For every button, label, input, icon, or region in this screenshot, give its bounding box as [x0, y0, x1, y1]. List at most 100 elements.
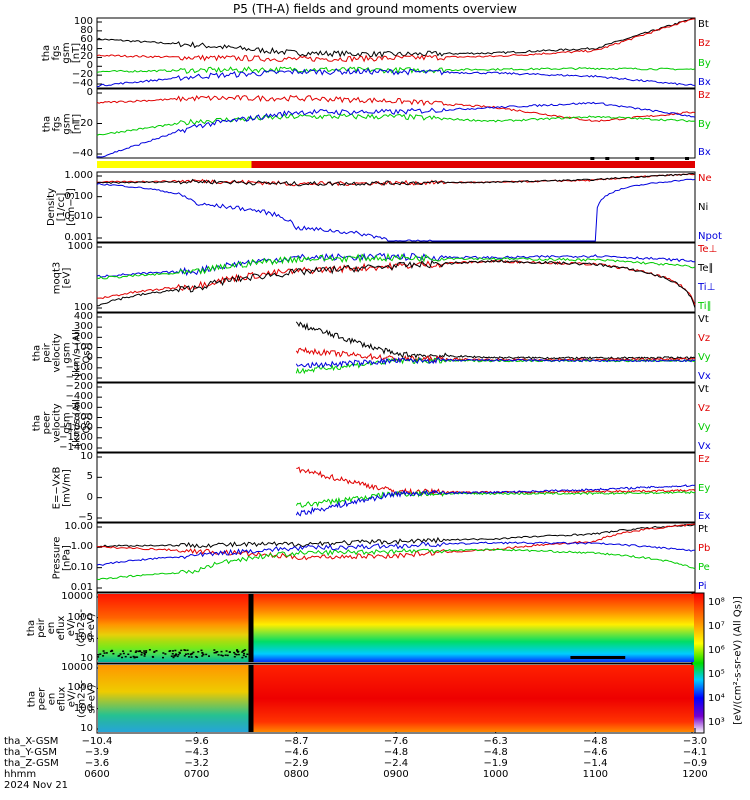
noise-speck — [134, 651, 137, 653]
y-tick-label: 0.01 — [70, 582, 93, 593]
noise-speck — [145, 650, 148, 652]
series-line-Bz — [96, 94, 696, 123]
noise-speck — [178, 651, 181, 654]
noise-speck — [151, 655, 154, 658]
noise-speck — [172, 656, 175, 659]
noise-speck — [119, 653, 122, 655]
noise-speck — [161, 656, 164, 659]
x-tick-label: −4.6 — [583, 747, 608, 758]
noise-speck — [153, 651, 156, 653]
series-line-Bx — [96, 101, 696, 158]
mode-bar-marker — [685, 157, 690, 160]
y-tick-label: 1000 — [67, 682, 93, 694]
panel-ylabel: tha fgs gsm [nT] — [41, 18, 82, 88]
noise-speck — [236, 650, 239, 652]
noise-speck — [124, 655, 127, 658]
y-tick-label: −100 — [65, 361, 93, 373]
legend-label: Te⊥ — [698, 244, 718, 255]
y-tick-label: −1200 — [59, 431, 93, 443]
noise-speck — [117, 655, 120, 657]
noise-speck — [169, 650, 172, 652]
y-tick-label: 10000 — [61, 662, 93, 673]
y-tick-label: −400 — [65, 391, 93, 403]
y-tick-label: 400 — [73, 311, 93, 322]
noise-speck — [220, 650, 223, 653]
noise-speck — [143, 653, 146, 655]
noise-speck — [213, 649, 216, 651]
x-tick-label: 1000 — [482, 769, 509, 780]
mode-bar-marker — [590, 157, 595, 160]
x-row-label: hhmm — [4, 769, 37, 780]
panel-ylabel: tha peir en eflux eV/(cm2-s-sr-eV) — [26, 593, 97, 663]
noise-speck — [175, 653, 178, 655]
noise-speck — [233, 656, 236, 658]
noise-speck — [208, 655, 211, 657]
series-line-Ni — [96, 172, 696, 187]
series-line-Ex — [295, 484, 696, 517]
x-tick-label: −0.9 — [682, 758, 708, 769]
series-line-Ez — [296, 466, 696, 496]
noise-speck — [138, 650, 141, 652]
x-row-label: tha_Z-GSM — [4, 758, 59, 769]
x-tick-label: −4.6 — [284, 747, 309, 758]
noise-speck — [135, 650, 138, 652]
noise-speck — [105, 652, 108, 654]
panel-frame — [96, 452, 696, 523]
noise-speck — [97, 654, 100, 656]
spectrogram-early-fill — [98, 665, 253, 732]
legend-label: Bz — [698, 38, 711, 50]
panel-frame — [96, 88, 696, 159]
legend-label: Vy — [698, 422, 711, 433]
y-tick-label: −1400 — [59, 442, 93, 453]
y-tick-label: 0 — [86, 87, 93, 98]
ylabel-line: tha — [31, 414, 42, 431]
ylabel-line: sr-eV) — [86, 683, 97, 714]
noise-speck — [213, 652, 216, 654]
noise-speck — [176, 655, 179, 658]
colorbar-tick-label: 10⁶ — [708, 645, 725, 656]
noise-speck — [97, 656, 100, 658]
y-tick-label: −200 — [65, 372, 93, 383]
legend-label: Ex — [698, 511, 711, 522]
legend-label: Vx — [698, 371, 711, 382]
panel-frame — [96, 17, 696, 89]
x-tick-label: 1100 — [582, 769, 609, 780]
legend-label: Vz — [698, 333, 711, 344]
series-line-Bt — [96, 18, 695, 59]
y-tick-label: 1.00 — [70, 541, 93, 553]
y-tick-label: 10 — [80, 653, 93, 664]
series-line-Ti⊥ — [96, 252, 696, 278]
noise-speck — [186, 649, 189, 652]
x-tick-label: −8.7 — [284, 736, 309, 747]
ylabel-line: [cm−3] — [66, 188, 77, 226]
x-tick-label: −3.2 — [184, 758, 209, 769]
x-tick-label: −2.9 — [284, 758, 309, 769]
ylabel-line: [nT] — [71, 42, 82, 64]
ylabel-line: peer — [36, 687, 47, 710]
legend-label: Pb — [698, 543, 711, 554]
ylabel-line: E=−VxB — [51, 466, 62, 509]
page-title: P5 (TH-A) fields and ground moments over… — [233, 2, 517, 16]
legend-label: Bt — [698, 19, 709, 30]
series-line-Pi — [96, 541, 696, 566]
ylabel-line: [mV/m] — [61, 468, 72, 507]
noise-speck — [214, 651, 217, 654]
y-tick-label: 0 — [86, 351, 93, 363]
noise-speck — [195, 655, 198, 658]
ylabel-line: gsm — [61, 341, 72, 364]
series-line-Pb — [96, 523, 696, 561]
x-tick-label: 0700 — [183, 769, 210, 780]
y-tick-label: 0.001 — [64, 232, 93, 243]
panel-frame — [96, 312, 696, 383]
noise-speck — [183, 655, 186, 657]
series-line-Pe — [96, 548, 696, 581]
legend-label: Vt — [698, 314, 709, 325]
x-tick-label: −4.8 — [483, 747, 508, 758]
ylabel-line: [km/s (All Qs)] — [71, 398, 92, 447]
noise-speck — [164, 653, 167, 655]
series-line-Vx — [295, 356, 696, 368]
series-line-Ti∥ — [96, 252, 696, 280]
noise-speck — [180, 649, 183, 652]
legend-label: Vt — [698, 384, 709, 395]
